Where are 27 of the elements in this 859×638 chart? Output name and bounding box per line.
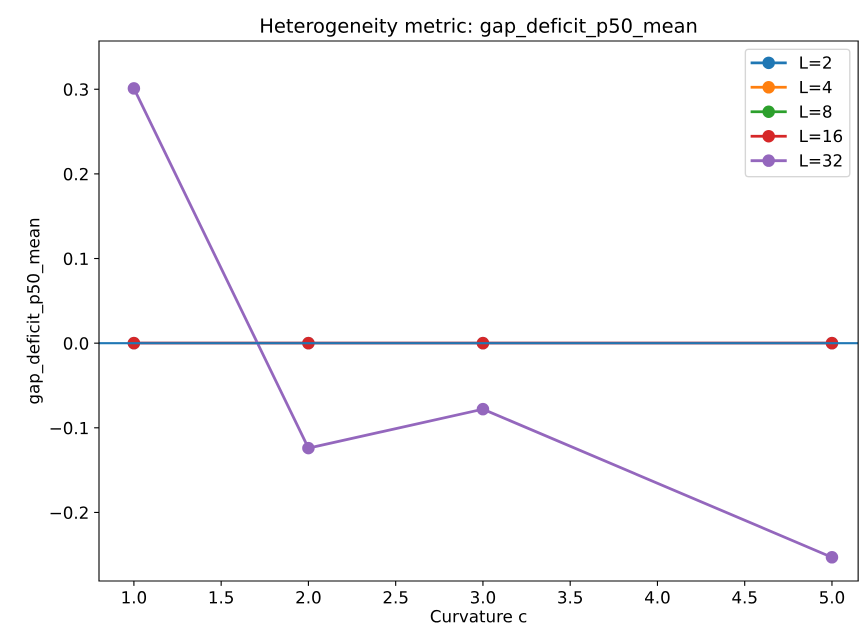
y-tick-label: 0.2 bbox=[64, 168, 88, 180]
point bbox=[476, 402, 490, 416]
x-tick-label: 4.5 bbox=[732, 591, 757, 604]
x-tick-label: 4.0 bbox=[645, 591, 670, 604]
y-tick-label: −0.2 bbox=[50, 506, 88, 520]
x-axis-title: Curvature c bbox=[430, 610, 526, 623]
chart-title: Heterogeneity metric: gap_deficit_p50_mean bbox=[261, 18, 696, 38]
legend-label: L=8 bbox=[800, 105, 832, 118]
point bbox=[302, 442, 315, 454]
legend-label: L=2 bbox=[800, 56, 831, 69]
x-tick-label: 5.0 bbox=[820, 591, 844, 604]
x-tick-label: 3.0 bbox=[470, 591, 496, 604]
x-tick-label: 1.5 bbox=[210, 591, 233, 604]
y-tick-label: −0.1 bbox=[50, 422, 88, 434]
x-tick-label: 3.5 bbox=[558, 591, 582, 604]
x-tick-label: 2.5 bbox=[384, 591, 408, 604]
point bbox=[826, 551, 838, 564]
x-tick-label: 2.0 bbox=[296, 591, 321, 604]
y-axis-title: gap_deficit_p50_mean bbox=[26, 218, 44, 404]
legend-label: L=16 bbox=[800, 130, 842, 142]
point bbox=[128, 82, 140, 95]
legend-label: L=32 bbox=[800, 154, 842, 167]
y-tick-label: 0.1 bbox=[64, 252, 88, 266]
x-tick-label: 1.0 bbox=[122, 591, 146, 604]
y-tick-label: 0.0 bbox=[64, 337, 88, 350]
y-tick-label: 0.3 bbox=[64, 83, 88, 96]
legend-label: L=4 bbox=[800, 80, 832, 94]
